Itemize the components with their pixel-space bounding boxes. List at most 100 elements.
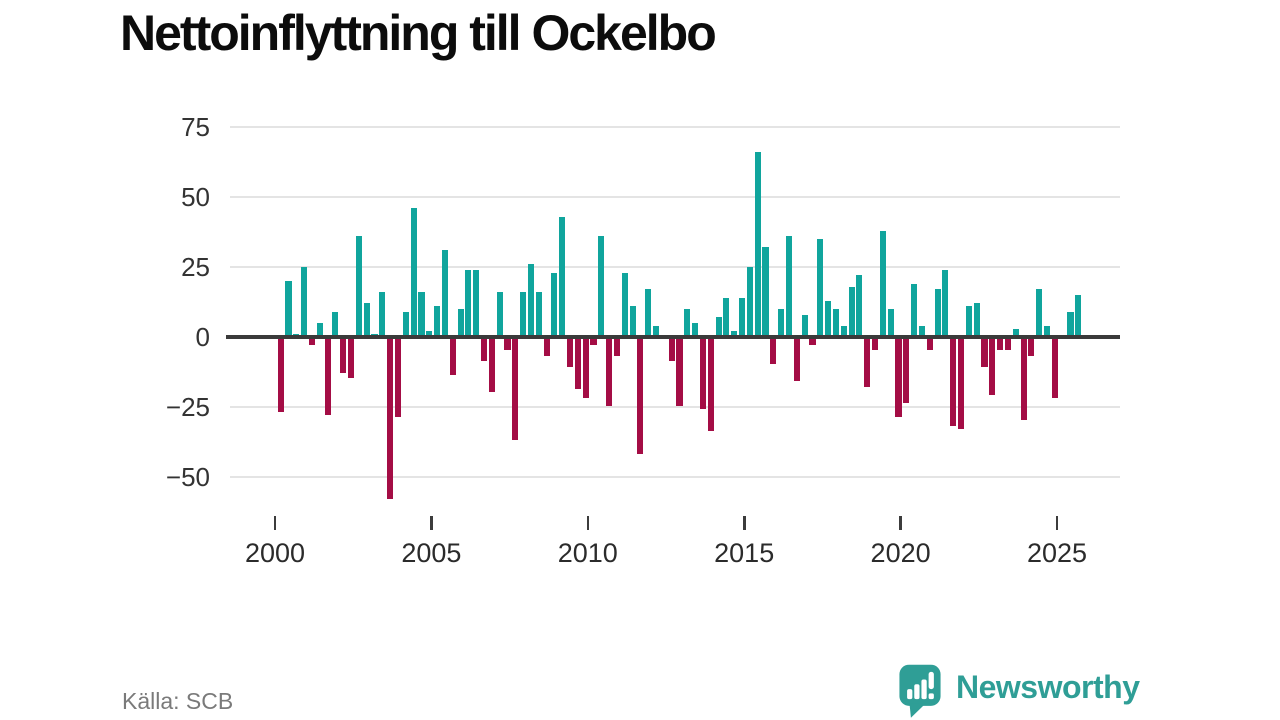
bar-2022-q2 [973, 303, 980, 337]
y-axis-tick-label: 50 [181, 182, 210, 212]
bar-2020-q3 [918, 325, 925, 337]
bar-2017-q3 [825, 300, 832, 337]
bar-2005-q1 [434, 306, 441, 337]
bar-2024-q2 [1036, 289, 1043, 337]
bar-2000-q1 [277, 339, 284, 412]
bar-2002-q1 [340, 339, 347, 373]
bar-2013-q1 [684, 309, 691, 337]
bar-2020-q1 [903, 339, 910, 404]
bar-2012-q3 [668, 339, 675, 362]
bar-2010-q2 [598, 236, 605, 337]
bar-2003-q2 [379, 292, 386, 337]
bar-2021-q1 [934, 289, 941, 337]
bar-2010-q1 [590, 339, 597, 345]
bar-2001-q1 [308, 339, 316, 345]
bar-2019-q3 [887, 309, 894, 337]
bar-2000-q2 [285, 281, 292, 337]
x-axis-tick-label: 2010 [557, 538, 618, 568]
bar-2016-q3 [793, 339, 800, 381]
bar-2017-q4 [832, 309, 839, 337]
bar-2021-q4 [957, 339, 965, 429]
bar-2023-q3 [1012, 328, 1019, 337]
bar-2003-q3 [387, 339, 394, 499]
bar-2014-q4 [739, 297, 746, 337]
bar-2008-q4 [551, 272, 558, 337]
bar-2009-q3 [574, 339, 581, 390]
bar-2011-q4 [645, 289, 652, 337]
bar-2005-q4 [457, 309, 464, 337]
bar-2004-q3 [418, 292, 425, 337]
bar-2011-q1 [621, 272, 628, 337]
gridline [230, 196, 1120, 198]
x-axis-tick-mark [273, 516, 277, 530]
bar-2024-q1 [1028, 339, 1035, 356]
bar-2005-q3 [449, 339, 456, 376]
bar-2012-q4 [676, 339, 683, 407]
bar-2003-q4 [394, 339, 402, 418]
bar-2013-q4 [707, 339, 714, 432]
gridline [230, 476, 1120, 478]
bar-2011-q2 [629, 306, 636, 337]
gridline [230, 126, 1120, 128]
bar-2009-q1 [559, 216, 566, 337]
y-axis-tick-label: 25 [181, 252, 210, 282]
bar-2008-q3 [543, 339, 550, 356]
bar-2018-q2 [848, 286, 855, 337]
bar-2006-q3 [480, 339, 488, 362]
bar-2011-q3 [637, 339, 644, 454]
bar-2004-q1 [402, 311, 409, 337]
bar-2018-q4 [864, 339, 871, 387]
bar-2015-q3 [762, 247, 769, 337]
bar-2024-q4 [1051, 339, 1058, 398]
brand-name: Newsworthy [956, 669, 1140, 705]
bar-2021-q2 [942, 269, 949, 337]
x-axis-tick-mark [586, 516, 590, 530]
bar-2022-q4 [989, 339, 996, 395]
bar-2015-q4 [770, 339, 777, 365]
bar-2013-q2 [692, 323, 699, 337]
bar-2019-q2 [879, 230, 886, 337]
bar-2004-q2 [410, 208, 417, 337]
bar-2025-q2 [1067, 311, 1074, 337]
bar-2008-q1 [527, 264, 534, 337]
bar-2007-q3 [512, 339, 519, 440]
newsworthy-bubble-chart-icon [899, 664, 941, 718]
chart-title: Nettoinflyttning till Ockelbo [120, 5, 717, 61]
bar-2002-q4 [363, 303, 370, 337]
zero-axis-line [226, 335, 1120, 339]
bar-2017-q2 [817, 239, 824, 337]
bar-2004-q4 [426, 331, 433, 337]
x-axis-tick-label: 2020 [870, 538, 931, 568]
bar-2022-q1 [965, 306, 972, 337]
bar-2015-q2 [754, 152, 761, 337]
bar-2014-q3 [731, 331, 738, 337]
plot-area: 75 50 25 0 −25 −50 2000 2005 2010 2015 2020 2025 [166, 110, 1120, 580]
x-axis-tick-mark [1055, 516, 1059, 530]
bar-2010-q3 [606, 339, 613, 407]
newsworthy-logo[interactable]: Newsworthy [898, 660, 1140, 719]
bar-2020-q2 [911, 283, 918, 337]
bar-2023-q4 [1020, 339, 1027, 421]
bar-2019-q1 [871, 339, 879, 351]
bar-2018-q3 [856, 275, 863, 337]
bar-2016-q2 [785, 236, 793, 337]
bar-2012-q1 [653, 325, 660, 337]
bar-2013-q3 [699, 339, 707, 409]
bar-2016-q4 [801, 314, 808, 337]
bar-2005-q2 [441, 250, 448, 337]
bar-2007-q2 [504, 339, 511, 351]
bar-2006-q4 [488, 339, 495, 393]
gridline [230, 266, 1120, 268]
bar-2006-q1 [465, 269, 472, 337]
bar-2009-q2 [566, 339, 574, 367]
bar-2001-q4 [332, 311, 339, 337]
bar-2025-q3 [1075, 295, 1082, 337]
bar-2022-q3 [981, 339, 988, 367]
bar-2010-q4 [613, 339, 621, 356]
bar-2021-q3 [950, 339, 957, 426]
x-axis-tick-label: 2025 [1026, 538, 1088, 568]
bar-2018-q1 [840, 325, 847, 337]
x-axis-tick-mark [743, 516, 746, 530]
bar-2002-q3 [355, 236, 362, 337]
